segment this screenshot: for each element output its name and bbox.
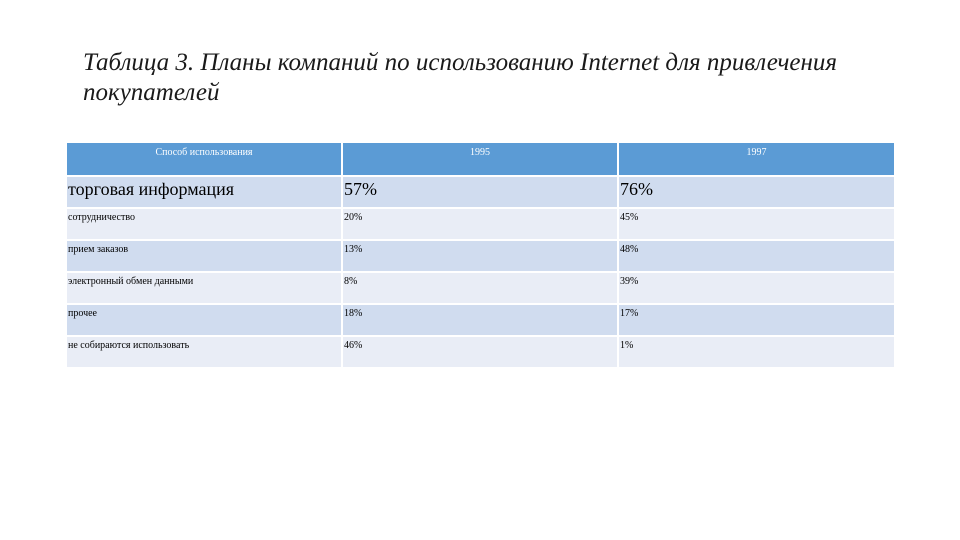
- cell-1995: 8%: [342, 272, 619, 305]
- cell-method: прочее: [67, 304, 343, 337]
- cell-method: торговая информация: [67, 176, 343, 209]
- header-1997: 1997: [618, 143, 894, 177]
- table-row: торговая информация 57% 76%: [67, 176, 894, 209]
- cell-method: электронный обмен данными: [67, 272, 343, 305]
- cell-method: прием заказов: [67, 240, 343, 273]
- cell-method: сотрудничество: [67, 208, 343, 241]
- cell-1997: 45%: [618, 208, 894, 241]
- cell-1995: 57%: [342, 176, 619, 209]
- cell-1997: 76%: [618, 176, 894, 209]
- table-row: прием заказов 13% 48%: [67, 240, 894, 273]
- cell-1995: 46%: [342, 336, 619, 369]
- cell-1997: 1%: [618, 336, 894, 369]
- header-1995: 1995: [342, 143, 619, 177]
- table-header-row: Способ использования 1995 1997: [67, 143, 894, 177]
- slide-title: Таблица 3. Планы компаний по использован…: [83, 49, 838, 106]
- header-method: Способ использования: [67, 143, 343, 177]
- cell-1997: 48%: [618, 240, 894, 273]
- cell-method: не собираются использовать: [67, 336, 343, 369]
- cell-1997: 17%: [618, 304, 894, 337]
- cell-1995: 13%: [342, 240, 619, 273]
- table-row: не собираются использовать 46% 1%: [67, 336, 894, 369]
- cell-1997: 39%: [618, 272, 894, 305]
- cell-1995: 20%: [342, 208, 619, 241]
- table-row: сотрудничество 20% 45%: [67, 208, 894, 241]
- table-row: электронный обмен данными 8% 39%: [67, 272, 894, 305]
- table-row: прочее 18% 17%: [67, 304, 894, 337]
- cell-1995: 18%: [342, 304, 619, 337]
- data-table: Способ использования 1995 1997 торговая …: [67, 143, 894, 369]
